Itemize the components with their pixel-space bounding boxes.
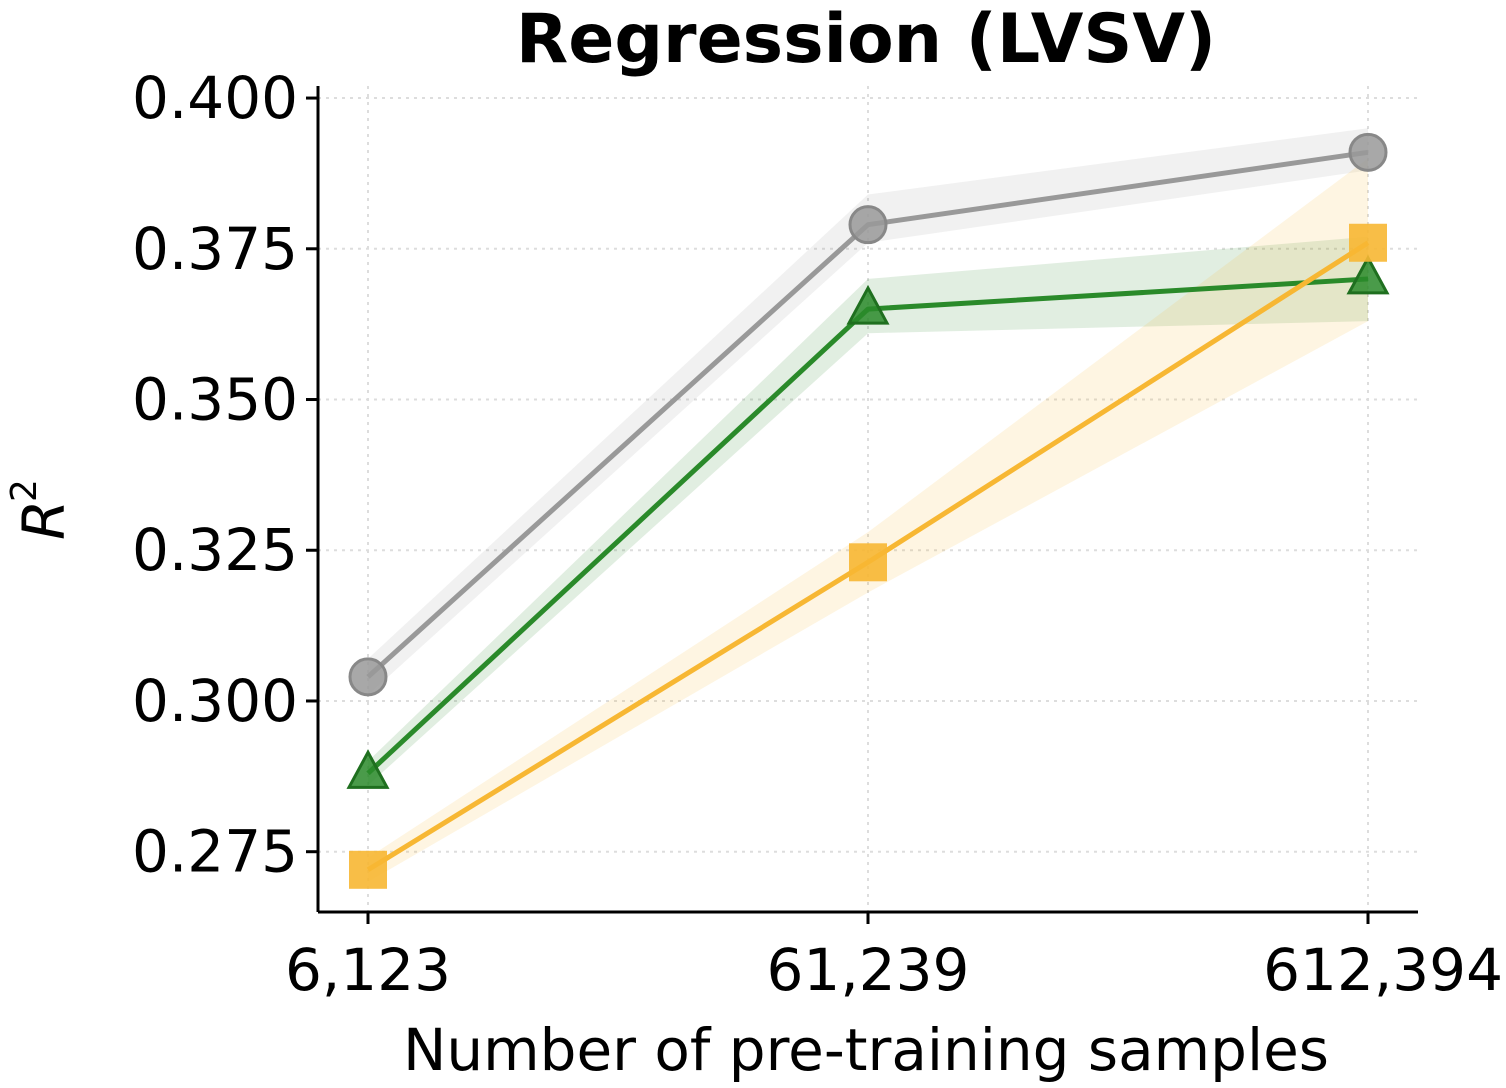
- y-tick-label: 0.325: [132, 516, 298, 584]
- x-tick-label: 612,394: [1263, 936, 1503, 1004]
- axes: 0.275 0.300 0.325 0.350 0.375 0.400 6,123 61,23…: [132, 64, 1503, 1004]
- band-orange: [368, 158, 1368, 882]
- chart-title: Regression (LVSV): [516, 0, 1216, 79]
- band-green: [368, 236, 1368, 786]
- marker-orange-point: [349, 850, 387, 889]
- marker-gray-point: [348, 657, 388, 697]
- y-tick-label: 0.300: [132, 667, 298, 735]
- marker-orange-point: [849, 543, 887, 582]
- x-tick-label: 61,239: [767, 936, 970, 1004]
- y-tick-label: 0.375: [132, 215, 298, 283]
- x-axis-label: Number of pre-training samples: [403, 1016, 1329, 1084]
- y-axis-label-superscript: 2: [4, 479, 45, 502]
- marker-green-point: [346, 749, 390, 789]
- y-tick-label: 0.400: [132, 64, 298, 132]
- marker-green-point: [1346, 254, 1390, 295]
- y-tick-label: 0.275: [132, 818, 298, 886]
- marker-gray-point: [848, 205, 888, 245]
- y-axis-label-group: R 2: [4, 479, 78, 540]
- y-tick-label: 0.350: [132, 366, 298, 434]
- series-markers: [346, 132, 1390, 889]
- marker-orange-point: [1349, 223, 1387, 262]
- marker-gray-point: [1348, 132, 1388, 172]
- x-tick-label: 6,123: [285, 936, 451, 1004]
- y-axis-label: R: [10, 500, 78, 540]
- marker-green-point: [846, 284, 890, 325]
